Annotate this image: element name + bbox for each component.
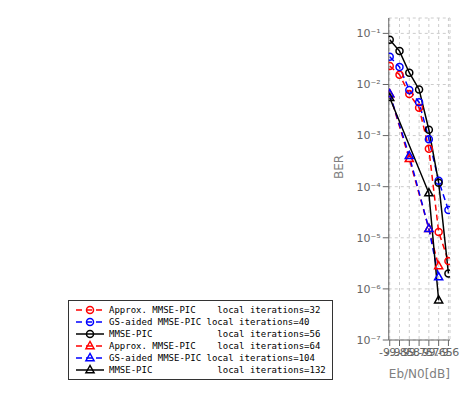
svg-text:10⁻²: 10⁻²	[357, 78, 381, 91]
html-text:MMSE-PIC local iterations=132: MMSE-PIC local iterations=132	[109, 365, 326, 375]
html-text:Approx. MMSE-PIC local iterati: Approx. MMSE-PIC local iterations=64	[109, 341, 321, 351]
html-text:GS-aided MMSE-PIC local iterat: GS-aided MMSE-PIC local iterations=104	[109, 353, 315, 363]
svg-text:10⁻³: 10⁻³	[357, 129, 381, 142]
svg-text:10⁻⁵: 10⁻⁵	[357, 232, 381, 245]
html-text:Approx. MMSE-PIC local iterati: Approx. MMSE-PIC local iterations=32	[109, 305, 321, 315]
html-text:MMSE-PIC local iterations=56: MMSE-PIC local iterations=56	[109, 329, 321, 339]
svg-text:10⁻⁴: 10⁻⁴	[357, 181, 382, 194]
svg-text:-9.6: -9.6	[438, 346, 459, 359]
html-text:GS-aided MMSE-PIC local iterat: GS-aided MMSE-PIC local iterations=40	[109, 317, 310, 327]
svg-text:BER: BER	[332, 155, 346, 179]
svg-text:10⁻⁷: 10⁻⁷	[357, 334, 381, 347]
svg-text:10⁻¹: 10⁻¹	[357, 27, 381, 40]
svg-text:Eb/N0[dB]: Eb/N0[dB]	[389, 367, 450, 381]
svg-text:10⁻⁶: 10⁻⁶	[357, 283, 382, 296]
